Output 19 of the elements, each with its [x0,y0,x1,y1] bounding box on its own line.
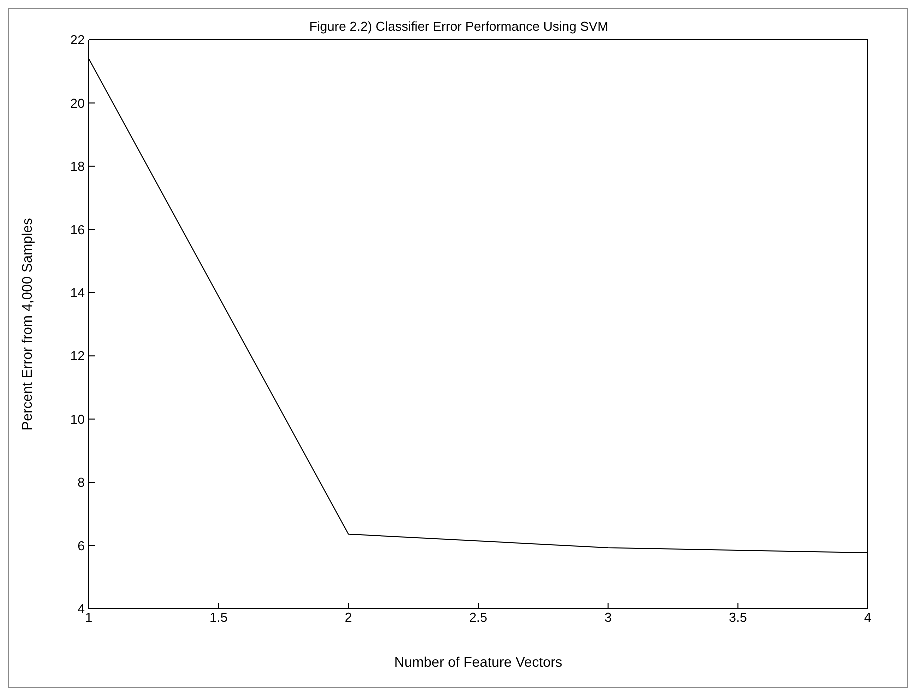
x-tick-label: 1.5 [210,610,228,626]
x-tick-label: 4 [864,610,872,626]
chart-title: Figure 2.2) Classifier Error Performance Using SVM [308,19,610,34]
y-tick-label: 14 [70,286,85,301]
x-tick-label: 3 [604,610,612,626]
y-axis-title: Percent Error from 4,000 Samples [18,218,35,431]
y-tick-label: 8 [78,475,85,490]
y-tick-label: 6 [78,538,85,554]
x-tick-label: 3.5 [729,610,748,626]
y-tick-label: 22 [70,32,85,48]
x-axis-title: Number of Feature Vectors [394,654,563,670]
x-tick-label: 1 [85,610,93,626]
y-tick-label: 16 [70,222,85,238]
y-tick-label: 18 [70,159,85,174]
x-tick-label: 2.5 [469,610,488,626]
y-tick-label: 20 [70,96,85,111]
y-tick-label: 10 [70,412,85,427]
x-tick-label: 2 [345,610,352,626]
y-tick-label: 12 [70,348,85,364]
